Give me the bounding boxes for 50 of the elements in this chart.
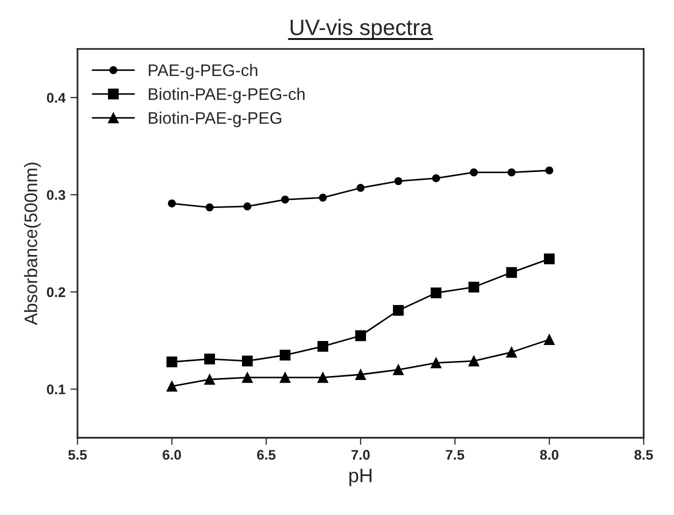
point: [468, 356, 480, 366]
point: [356, 184, 365, 192]
point: [243, 202, 252, 210]
x-axis-title: pH: [349, 468, 372, 486]
x-tick-label: 7.0: [352, 450, 370, 460]
point: [468, 282, 480, 292]
y-tick-label: 0.2: [46, 287, 66, 298]
point: [506, 346, 517, 358]
point: [242, 356, 253, 366]
point: [280, 350, 290, 361]
point: [394, 177, 402, 186]
y-axis-title: Absorbance(500nm): [24, 162, 41, 326]
legend-label: Biotin-PAE-g-PEG: [148, 112, 282, 128]
point: [355, 330, 366, 342]
y-tick-label: 0.1: [46, 384, 66, 394]
x-tick-label: 6.5: [257, 450, 276, 460]
point: [470, 168, 478, 176]
x-tick-label: 5.5: [68, 450, 87, 460]
point: [166, 356, 178, 368]
point: [392, 364, 404, 376]
point: [508, 168, 516, 176]
y-tick-label: 0.4: [46, 92, 66, 103]
point: [204, 354, 215, 364]
point: [318, 194, 327, 202]
point: [166, 380, 178, 392]
point: [355, 369, 366, 380]
point: [506, 267, 517, 278]
y-tick-label: 0.3: [46, 190, 66, 200]
point: [317, 372, 328, 383]
x-tick-label: 8.5: [634, 450, 653, 460]
chart-title: UV-vis spectra: [290, 18, 432, 40]
x-tick-label: 6.0: [162, 450, 181, 460]
point: [168, 199, 176, 208]
point: [545, 166, 554, 174]
point: [544, 254, 555, 264]
point: [281, 196, 290, 204]
point: [544, 334, 555, 345]
point: [430, 288, 442, 298]
legend-label: PAE-g-PEG-ch: [148, 64, 258, 80]
point: [280, 372, 290, 383]
x-tick-label: 8.0: [540, 450, 558, 460]
point: [317, 340, 328, 352]
point: [204, 374, 215, 385]
point: [392, 305, 404, 316]
x-tick-label: 7.5: [446, 450, 464, 460]
point: [242, 372, 253, 383]
legend-label: Biotin-PAE-g-PEG-ch: [148, 88, 305, 104]
point: [430, 358, 442, 368]
point: [206, 203, 214, 212]
point: [432, 174, 440, 182]
